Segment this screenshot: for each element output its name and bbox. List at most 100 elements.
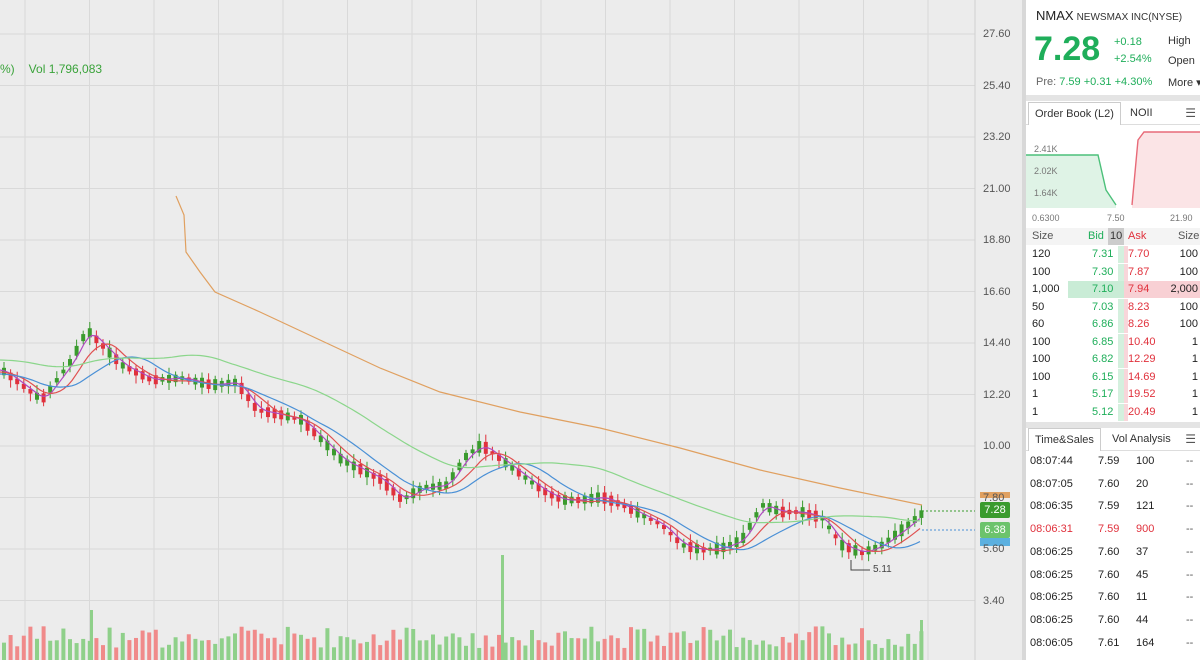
bid-size: 60 xyxy=(1032,318,1045,330)
order-book-row[interactable]: 1 5.17 19.52 1 xyxy=(1026,386,1200,403)
volume-bar xyxy=(457,637,462,660)
volume-prefix: %) xyxy=(0,62,15,76)
volume-bar xyxy=(87,640,92,660)
depth-chart xyxy=(1026,131,1200,208)
candle-body xyxy=(470,449,475,454)
volume-bar xyxy=(193,638,198,660)
volume-bar xyxy=(866,640,871,660)
volume-bar xyxy=(800,640,805,660)
trade-row[interactable]: 08:06:31 7.59 900 -- xyxy=(1026,519,1200,541)
trade-flag: -- xyxy=(1186,591,1194,604)
candlestick-chart[interactable]: %) Vol 1,796,083 27.60 25.40 23.20 21.00 18.8… xyxy=(0,0,1022,660)
ask-size: 1 xyxy=(1191,405,1198,418)
volume-bar xyxy=(200,640,204,660)
chart-canvas[interactable] xyxy=(0,0,1022,660)
depth-y-label: 2.02K xyxy=(1034,166,1058,176)
candle-body xyxy=(741,532,746,543)
order-book-row[interactable]: 1,000 7.10 7.94 2,000 xyxy=(1026,281,1200,298)
trade-flag: -- xyxy=(1186,500,1194,513)
candle-body xyxy=(332,448,336,456)
volume-bar xyxy=(794,633,798,660)
trade-row[interactable]: 08:06:05 7.61 164 -- xyxy=(1026,633,1200,655)
order-book-row[interactable]: 50 7.03 8.23 100 xyxy=(1026,298,1200,316)
volume-bar xyxy=(120,632,125,660)
trade-row[interactable]: 08:06:25 7.60 37 -- xyxy=(1026,542,1200,564)
order-book-row[interactable]: 120 7.31 7.70 100 xyxy=(1026,246,1200,263)
trade-row[interactable]: 08:06:25 7.60 11 -- xyxy=(1026,587,1200,609)
levels-selector[interactable]: 10 xyxy=(1108,228,1125,245)
tab-order-book[interactable]: Order Book (L2) xyxy=(1028,102,1121,125)
price-tick-label: 25.40 xyxy=(983,79,1011,92)
tab-time-sales[interactable]: Time&Sales xyxy=(1028,428,1101,451)
volume-bar xyxy=(81,638,86,660)
candle-body xyxy=(906,521,911,529)
bid-price: 6.85 xyxy=(1092,335,1114,348)
candle-body xyxy=(424,484,429,491)
volume-bar xyxy=(510,637,515,660)
order-book-row[interactable]: 100 6.15 14.69 1 xyxy=(1026,368,1200,386)
trade-row[interactable]: 08:06:057.61100-- xyxy=(1026,655,1200,660)
volume-bar xyxy=(635,629,640,660)
trade-row[interactable]: 08:06:25 7.60 45 -- xyxy=(1026,565,1200,587)
candle-body xyxy=(147,375,152,382)
volume-bar xyxy=(761,640,765,660)
candle-body xyxy=(365,467,369,478)
open-label: Open xyxy=(1168,55,1195,67)
volume-bar xyxy=(840,637,845,660)
volume-bar xyxy=(543,642,548,660)
volume-bar xyxy=(54,640,59,660)
ask-size: 100 xyxy=(1179,248,1198,260)
price-tag-band xyxy=(980,538,1010,546)
panel-divider[interactable] xyxy=(1022,0,1026,660)
candle-body xyxy=(68,359,72,367)
trade-time: 08:06:25 xyxy=(1030,568,1073,581)
volume-bar xyxy=(147,632,152,660)
ask-price: 10.40 xyxy=(1128,335,1156,348)
volume-bar xyxy=(609,635,614,660)
list-menu-icon[interactable]: ☰ xyxy=(1185,432,1196,446)
candle-body xyxy=(2,367,6,376)
tab-noii[interactable]: NOII xyxy=(1130,107,1153,119)
low-marker-label: 5.11 xyxy=(873,564,892,575)
volume-bar xyxy=(490,646,495,660)
volume-bar xyxy=(437,644,442,660)
volume-bar xyxy=(675,632,680,660)
bid-size: 1,000 xyxy=(1032,283,1060,295)
volume-bar xyxy=(523,645,528,660)
bid-size: 100 xyxy=(1032,335,1051,348)
volume-bar xyxy=(358,643,363,660)
volume-bar xyxy=(767,644,772,660)
bid-price: 6.86 xyxy=(1092,318,1114,330)
tab-vol-analysis[interactable]: Vol Analysis xyxy=(1112,433,1171,445)
order-book-row[interactable]: 1 5.12 20.49 1 xyxy=(1026,403,1200,421)
volume-bar xyxy=(332,647,336,660)
company-name: NEWSMAX INC(NYSE) xyxy=(1076,12,1183,23)
volume-bar xyxy=(549,645,554,660)
list-menu-icon[interactable]: ☰ xyxy=(1185,106,1196,120)
candle-body xyxy=(246,394,251,402)
candle-body xyxy=(305,420,310,431)
ask-price: 12.29 xyxy=(1128,353,1156,365)
order-book-row[interactable]: 100 6.82 12.29 1 xyxy=(1026,351,1200,368)
ask-price: 7.94 xyxy=(1128,283,1150,295)
candle-body xyxy=(549,491,554,499)
order-book-row[interactable]: 60 6.86 8.26 100 xyxy=(1026,316,1200,333)
depth-y-label: 1.64K xyxy=(1034,188,1058,198)
trade-row[interactable]: 08:06:25 7.60 44 -- xyxy=(1026,610,1200,632)
time-sales-tabs: Time&Sales Vol Analysis ☰ xyxy=(1026,428,1200,451)
price-tick-label: 12.20 xyxy=(983,388,1011,401)
trade-row[interactable]: 08:07:05 7.60 20 -- xyxy=(1026,474,1200,496)
trade-row[interactable]: 08:06:35 7.59 121 -- xyxy=(1026,496,1200,518)
volume-bar xyxy=(906,633,911,660)
price-change: +0.18 xyxy=(1114,36,1142,48)
candle-body xyxy=(299,414,303,425)
candle-body xyxy=(523,475,528,480)
candle-body xyxy=(345,459,350,466)
more-button[interactable]: More ▾ xyxy=(1168,76,1200,89)
ma-line-green xyxy=(0,354,921,524)
trade-size: 100 xyxy=(1136,455,1155,467)
trade-row[interactable]: 08:07:44 7.59 100 -- xyxy=(1026,451,1200,473)
order-book-row[interactable]: 100 7.30 7.87 100 xyxy=(1026,263,1200,281)
order-book-row[interactable]: 100 6.85 10.40 1 xyxy=(1026,333,1200,351)
volume-bar xyxy=(688,642,693,660)
